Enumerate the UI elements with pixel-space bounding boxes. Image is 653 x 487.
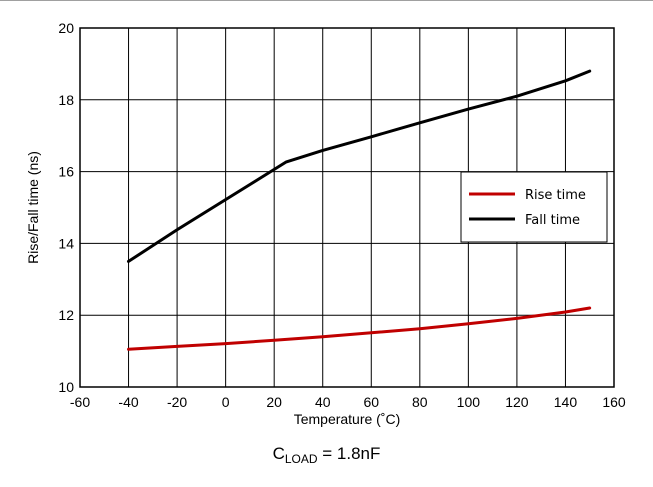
y-tick-label: 14	[58, 235, 74, 251]
series-line-rise-time	[127, 306, 592, 351]
plot-frame	[79, 27, 615, 388]
y-tick-label: 16	[58, 164, 74, 180]
tick-labels: -60 -40 -20 0 20 40 60 80 100 120 140 160 10 12 14 16 18…	[58, 20, 625, 410]
x-axis-label: Temperature (˚C)	[294, 411, 401, 427]
chart-caption: CLOAD = 1.8nF	[0, 444, 653, 466]
x-tick-label: -40	[118, 394, 138, 410]
legend-box	[460, 171, 608, 243]
series-lines	[127, 69, 592, 351]
caption-main: C	[272, 444, 285, 463]
legend-label-rise-time: Rise time	[525, 188, 586, 203]
x-tick-label: 0	[222, 394, 230, 410]
caption-subscript: LOAD	[284, 452, 318, 466]
x-tick-label: 80	[412, 394, 428, 410]
legend: Rise time Fall time	[460, 171, 608, 243]
x-tick-label: -20	[167, 394, 187, 410]
x-tick-label: 160	[602, 394, 626, 410]
y-tick-label: 20	[58, 20, 74, 36]
x-tick-label: 140	[554, 394, 578, 410]
x-tick-label: -60	[70, 394, 90, 410]
x-tick-label: 100	[457, 394, 481, 410]
x-tick-label: 20	[266, 394, 282, 410]
series-line-fall-time	[127, 69, 592, 263]
y-axis-label: Rise/Fall time (ns)	[25, 151, 41, 264]
x-tick-label: 120	[505, 394, 529, 410]
x-tick-label: 40	[315, 394, 331, 410]
top-divider	[0, 0, 653, 1]
legend-label-fall-time: Fall time	[525, 213, 580, 228]
y-tick-label: 12	[58, 307, 74, 323]
caption-value: = 1.8nF	[317, 444, 381, 463]
y-tick-label: 18	[58, 92, 74, 108]
x-tick-label: 60	[363, 394, 379, 410]
y-tick-label: 10	[58, 379, 74, 395]
